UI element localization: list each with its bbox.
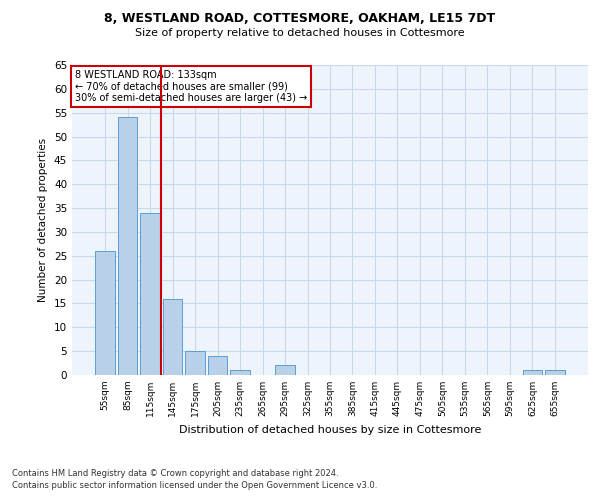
Bar — [523, 370, 542, 375]
Text: Contains public sector information licensed under the Open Government Licence v3: Contains public sector information licen… — [12, 481, 377, 490]
Bar — [275, 366, 295, 375]
Bar — [140, 213, 160, 375]
Text: Size of property relative to detached houses in Cottesmore: Size of property relative to detached ho… — [135, 28, 465, 38]
Bar — [230, 370, 250, 375]
Bar — [545, 370, 565, 375]
Text: Contains HM Land Registry data © Crown copyright and database right 2024.: Contains HM Land Registry data © Crown c… — [12, 468, 338, 477]
X-axis label: Distribution of detached houses by size in Cottesmore: Distribution of detached houses by size … — [179, 424, 481, 434]
Bar — [163, 298, 182, 375]
Text: 8 WESTLAND ROAD: 133sqm
← 70% of detached houses are smaller (99)
30% of semi-de: 8 WESTLAND ROAD: 133sqm ← 70% of detache… — [74, 70, 307, 103]
Bar — [208, 356, 227, 375]
Bar — [185, 351, 205, 375]
Bar — [95, 251, 115, 375]
Text: 8, WESTLAND ROAD, COTTESMORE, OAKHAM, LE15 7DT: 8, WESTLAND ROAD, COTTESMORE, OAKHAM, LE… — [104, 12, 496, 26]
Y-axis label: Number of detached properties: Number of detached properties — [38, 138, 49, 302]
Bar — [118, 118, 137, 375]
